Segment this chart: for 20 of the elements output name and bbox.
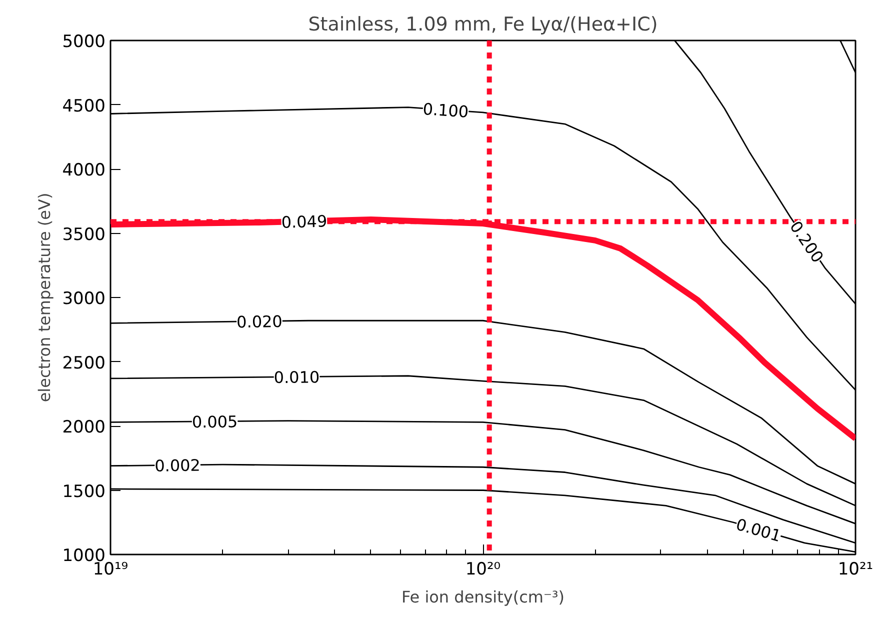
series-label: 0.100 — [422, 99, 470, 122]
y-tick-label: 2500 — [62, 353, 106, 374]
y-axis-title: electron temperature (eV) — [35, 192, 54, 402]
x-axis-title: Fe ion density(cm⁻³) — [401, 588, 565, 606]
y-tick-label: 1500 — [62, 482, 106, 502]
x-tick-label: 10²⁰ — [465, 560, 501, 580]
y-tick-label: 4000 — [62, 160, 106, 180]
y-tick-label: 4500 — [62, 96, 106, 116]
y-tick-label: 5000 — [62, 32, 106, 52]
series-label: 0.002 — [154, 456, 201, 476]
chart-title: Stainless, 1.09 mm, Fe Lyα/(Heα+IC) — [308, 14, 658, 36]
series-label: 0.020 — [236, 312, 283, 332]
series-label: 0.049 — [281, 212, 328, 232]
series-label: 0.010 — [274, 368, 320, 388]
series-label: 0.005 — [192, 412, 238, 432]
y-tick-label: 3000 — [62, 289, 106, 309]
x-tick-label: 10²¹ — [838, 560, 874, 580]
text: 0.001 — [734, 514, 784, 546]
y-tick-label: 3500 — [62, 224, 106, 245]
y-tick-label: 2000 — [62, 418, 106, 438]
